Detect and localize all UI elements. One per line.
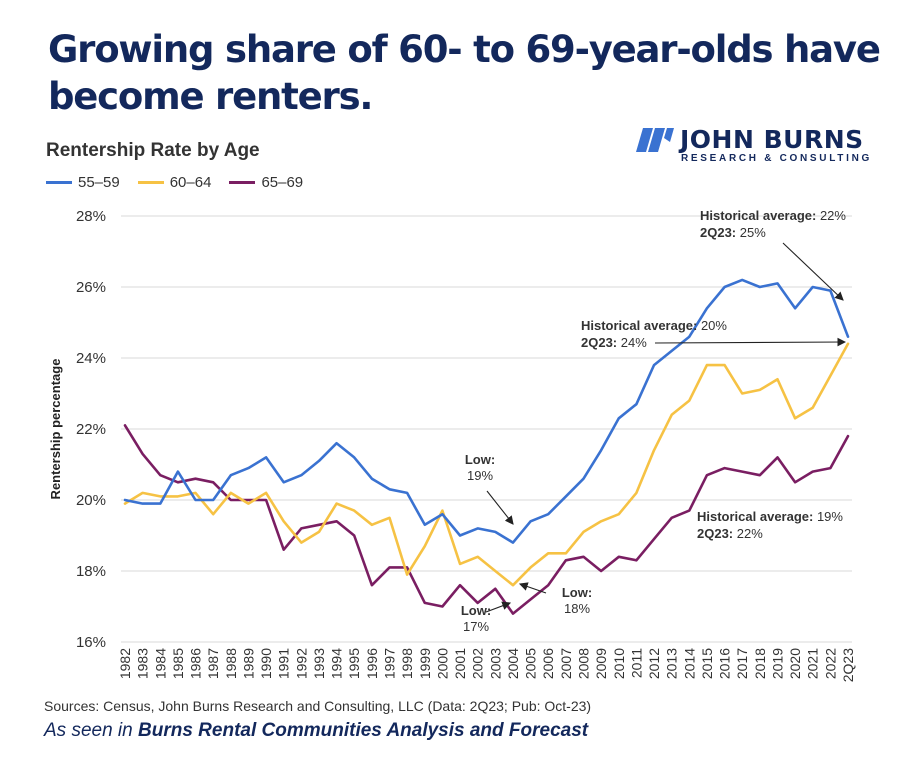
x-tick-label: 1984 [152,648,168,679]
seen-in-note: As seen in Burns Rental Communities Anal… [44,720,588,742]
series-line-55-59 [123,278,850,544]
legend-label-60-64: 60–64 [169,173,212,191]
x-tick-label: 1997 [382,648,398,679]
brand-logo: JOHN BURNS RESEARCH & CONSULTING [636,126,876,166]
legend-label-65-69: 65–69 [261,173,304,191]
x-tick-label: 1999 [417,648,433,679]
x-tick-label: 1988 [223,648,239,679]
annotation-low-55-59-label: Low: [465,452,495,467]
x-tick-label: 1993 [311,648,327,679]
x-tick-label: 2020 [787,648,803,679]
logo-name: JOHN BURNS [680,125,864,154]
x-tick-label: 2014 [681,648,697,679]
series-line-65-69 [123,424,850,615]
legend-swatch-60-64 [137,180,164,184]
y-tick-label: 28% [76,208,106,225]
logo-tagline: RESEARCH & CONSULTING [681,153,872,164]
series-line-60-64 [123,342,850,587]
x-tick-label: 2019 [769,648,785,679]
seen-in-prefix: As seen in [44,720,138,741]
y-axis-label: Rentership percentage [48,359,63,500]
legend-swatch-65-69 [229,180,256,184]
annotation-arrow-60-64 [654,337,847,347]
x-tick-label: 2Q23 [840,648,856,682]
x-tick-label: 1986 [188,648,204,679]
x-tick-label: 1983 [135,648,151,679]
x-tick-label: 1995 [346,648,362,679]
annotation-low-65-69-label: Low: [461,603,491,618]
x-tick-label: 2008 [575,648,591,679]
y-tick-label: 24% [76,350,106,367]
annotation-arrow-low-55-59 [486,490,514,525]
x-tick-label: 1996 [364,648,380,679]
y-tick-label: 26% [76,279,106,296]
annotation-avg-65-69-line1: Historical average: 19% [697,509,843,524]
x-tick-label: 1998 [399,648,415,679]
stripes-logo-icon [636,128,674,152]
legend-swatch-55-59 [46,180,72,184]
x-tick-label: 2022 [822,648,838,679]
x-tick-label: 2006 [540,648,556,679]
annotation-avg-65-69-line2: 2Q23: 22% [697,526,763,541]
annotation-avg-60-64-line2: 2Q23: 24% [581,335,647,350]
legend-label-55-59: 55–59 [78,173,120,191]
x-tick-label: 1994 [329,648,345,679]
x-tick-label: 2015 [699,648,715,679]
annotation-low-65-69-value: 17% [463,619,489,634]
x-tick-label: 2001 [452,648,468,679]
x-tick-label: 2016 [717,648,733,679]
x-tick-label: 1985 [170,648,186,679]
seen-in-publication: Burns Rental Communities Analysis and Fo… [138,720,589,741]
annotation-low-60-64-label: Low: [562,585,592,600]
x-tick-label: 2011 [628,648,644,678]
x-tick-label: 2010 [611,648,627,679]
x-tick-label: 1982 [117,648,133,679]
x-tick-label: 2013 [664,648,680,679]
x-tick-label: 2021 [805,648,821,679]
annotation-low-55-59-value: 19% [467,468,493,483]
chart-title: Rentership Rate by Age [46,140,260,161]
y-tick-label: 16% [76,634,106,651]
x-tick-label: 2003 [487,648,503,679]
annotation-arrow-55-59 [782,242,844,301]
annotation-low-60-64-value: 18% [564,601,590,616]
x-tick-label: 2005 [523,648,539,679]
chart-legend: 55–59 60–64 65–69 [46,172,321,192]
y-tick-label: 18% [76,563,106,580]
x-tick-label: 1990 [258,648,274,679]
annotation-avg-60-64-line1: Historical average: 20% [581,318,727,333]
x-tick-label: 1991 [276,648,292,679]
annotation-avg-55-59-line1: Historical average: 22% [700,208,846,223]
x-tick-label: 1989 [240,648,256,679]
x-tick-label: 2007 [558,648,574,679]
legend-item-55-59: 55–59 [46,174,120,191]
x-tick-label: 2000 [434,648,450,679]
sources-note: Sources: Census, John Burns Research and… [44,698,592,714]
x-tick-label: 2012 [646,648,662,679]
x-tick-label: 1992 [293,648,309,679]
annotation-avg-55-59-line2: 2Q23: 25% [700,225,766,240]
rentership-line-chart: 16% 18% 20% 22% 24% 26% 28% Rentership percenta… [48,208,856,682]
x-tick-label: 1987 [205,648,221,679]
y-tick-label: 22% [76,421,106,438]
legend-item-60-64: 60–64 [137,173,212,191]
x-tick-label: 2018 [752,648,768,679]
y-tick-label: 20% [76,492,106,509]
x-tick-label: 2017 [734,648,750,679]
annotation-arrow-low-65-69 [485,601,512,613]
x-tick-label: 2002 [470,648,486,679]
headline: Growing share of 60- to 69-year-olds hav… [48,28,881,118]
legend-item-65-69: 65–69 [229,174,303,191]
x-tick-label: 2009 [593,648,609,679]
annotation-arrow-low-60-64 [518,582,547,594]
x-tick-label: 2004 [505,648,521,679]
